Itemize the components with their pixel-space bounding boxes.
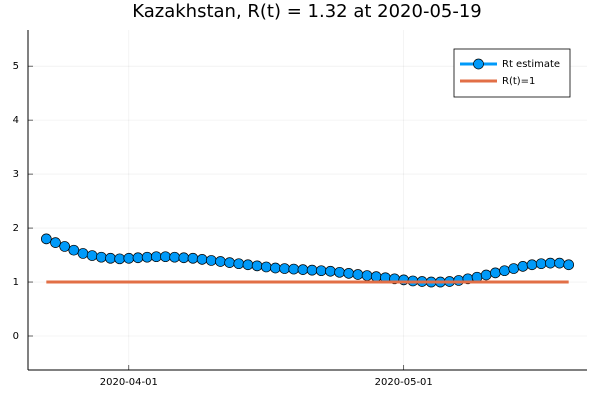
- marker: [86, 250, 98, 261]
- marker: [480, 269, 492, 281]
- marker: [490, 267, 501, 279]
- marker: [288, 263, 300, 275]
- marker: [77, 248, 89, 259]
- marker: [40, 233, 52, 245]
- chart-title: Kazakhstan, R(t) = 1.32 at 2020-05-19: [132, 1, 482, 22]
- marker: [114, 253, 125, 265]
- marker: [315, 265, 327, 277]
- marker: [544, 257, 556, 269]
- marker: [279, 263, 290, 274]
- marker: [554, 257, 565, 269]
- marker: [453, 275, 465, 286]
- legend-label: R(t)=1: [502, 76, 535, 87]
- marker: [132, 252, 144, 264]
- marker: [224, 257, 235, 268]
- x-tick-label: 2020-04-01: [100, 377, 158, 388]
- marker: [306, 264, 318, 276]
- marker: [526, 259, 538, 271]
- marker: [535, 258, 547, 270]
- marker: [141, 251, 153, 263]
- marker: [50, 237, 61, 248]
- marker: [260, 261, 272, 273]
- marker: [352, 269, 364, 280]
- marker: [242, 259, 254, 271]
- marker: [215, 256, 226, 267]
- marker: [343, 268, 355, 279]
- x-tick-label: 2020-05-01: [375, 377, 433, 388]
- marker: [563, 259, 575, 271]
- marker: [169, 251, 180, 263]
- marker: [95, 251, 107, 263]
- marker: [361, 270, 373, 281]
- marker: [233, 258, 245, 270]
- marker: [150, 251, 162, 263]
- marker: [297, 264, 309, 275]
- marker: [59, 241, 71, 252]
- legend-box: [453, 48, 571, 98]
- marker: [370, 271, 382, 282]
- marker: [196, 254, 208, 265]
- marker: [499, 265, 510, 277]
- marker: [68, 244, 80, 256]
- marker: [187, 252, 199, 264]
- marker: [178, 252, 190, 264]
- legend-marker: [473, 58, 484, 70]
- marker: [325, 265, 336, 277]
- y-tick-label: 0: [13, 331, 19, 342]
- marker: [160, 251, 171, 263]
- marker: [205, 255, 217, 266]
- y-tick-label: 3: [13, 169, 19, 180]
- marker: [123, 252, 135, 264]
- y-tick-label: 4: [13, 115, 19, 126]
- legend-label: Rt estimate: [502, 59, 560, 70]
- marker: [105, 252, 116, 264]
- marker: [517, 261, 529, 272]
- marker: [251, 260, 263, 272]
- y-tick-label: 5: [13, 61, 19, 72]
- y-tick-label: 1: [13, 277, 19, 288]
- marker: [508, 263, 520, 274]
- marker: [334, 266, 345, 278]
- marker: [270, 262, 281, 274]
- y-tick-label: 2: [13, 223, 19, 234]
